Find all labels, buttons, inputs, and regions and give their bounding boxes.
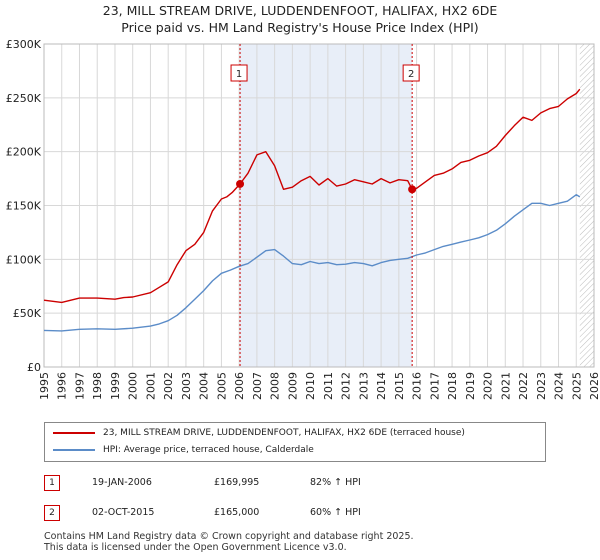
transaction-hpi: 60% ↑ HPI [310,507,361,518]
legend-label-property: 23, MILL STREAM DRIVE, LUDDENDENFOOT, HA… [103,428,465,438]
x-tick-label: 2001 [144,372,157,400]
x-tick-label: 2022 [517,372,530,400]
x-tick-label: 2008 [269,372,282,400]
x-tick-label: 2023 [535,372,548,400]
x-tick-label: 2026 [588,372,600,400]
x-tick-label: 2020 [482,372,495,400]
chart-title: 23, MILL STREAM DRIVE, LUDDENDENFOOT, HA… [102,3,498,18]
x-tick-label: 1999 [109,372,122,400]
transaction-date: 02-OCT-2015 [92,507,155,518]
y-tick-label: £50K [13,307,42,320]
x-tick-label: 1997 [73,372,86,400]
y-tick-label: £100K [6,253,42,266]
x-tick-label: 2017 [428,372,441,400]
sale-label: 2 [408,69,414,80]
transaction-hpi: 82% ↑ HPI [310,477,361,488]
x-tick-label: 2021 [499,372,512,400]
sale-point [236,179,245,188]
price-chart: £0 £50K £100K £150K £200K £250K £300K 1995 1996 1… [6,38,600,400]
sale-label-box [230,64,248,82]
x-tick-label: 2009 [286,372,299,400]
y-tick-label: £300K [6,38,42,51]
y-tick-label: £250K [6,92,42,105]
footer: Contains HM Land Registry data © Crown c… [44,531,414,553]
sale-label: 1 [236,69,242,80]
sale-label-box [402,64,420,82]
x-tick-label: 2000 [127,372,140,400]
x-tick-label: 2010 [304,372,317,400]
x-tick-label: 2002 [162,372,175,400]
x-tick-label: 2012 [340,372,353,400]
x-tick-label: 1998 [91,372,104,400]
x-tick-label: 1996 [56,372,69,400]
x-tick-label: 2007 [251,372,264,400]
x-tick-label: 2013 [357,372,370,400]
transaction-marker: 1 [44,475,60,491]
transaction-price: £169,995 [214,477,260,488]
legend-swatch-hpi [53,449,95,451]
x-tick-label: 2005 [215,372,228,400]
footer-copyright: Contains HM Land Registry data © Crown c… [44,531,414,542]
transaction-marker: 2 [44,505,60,521]
property-price-line [43,88,581,304]
chart-subtitle: Price paid vs. HM Land Registry's House … [121,20,479,35]
transaction-date: 19-JAN-2006 [92,477,152,488]
x-tick-label: 2004 [198,372,211,400]
legend-swatch-property [53,432,95,434]
y-tick-label: £150K [6,200,42,213]
x-tick-label: 2016 [411,372,424,400]
x-tick-label: 2011 [322,372,335,400]
plot-frame [43,43,595,368]
x-tick-label: 2006 [233,372,246,400]
x-tick-label: 2024 [553,372,566,400]
sale-point [408,185,417,194]
y-tick-label: £0 [27,361,41,374]
x-tick-label: 2014 [375,372,388,400]
legend-label-hpi: HPI: Average price, terraced house, Cald… [103,445,314,455]
x-tick-label: 2003 [180,372,193,400]
legend: 23, MILL STREAM DRIVE, LUDDENDENFOOT, HA… [44,422,546,462]
y-tick-label: £200K [6,146,42,159]
x-tick-label: 2025 [570,372,583,400]
hpi-line [43,193,581,332]
x-tick-label: 2019 [464,372,477,400]
x-tick-label: 2018 [446,372,459,400]
x-tick-label: 1995 [38,372,51,400]
footer-licence: This data is licensed under the Open Gov… [44,542,347,553]
x-tick-label: 2015 [393,372,406,400]
transaction-price: £165,000 [214,507,260,518]
